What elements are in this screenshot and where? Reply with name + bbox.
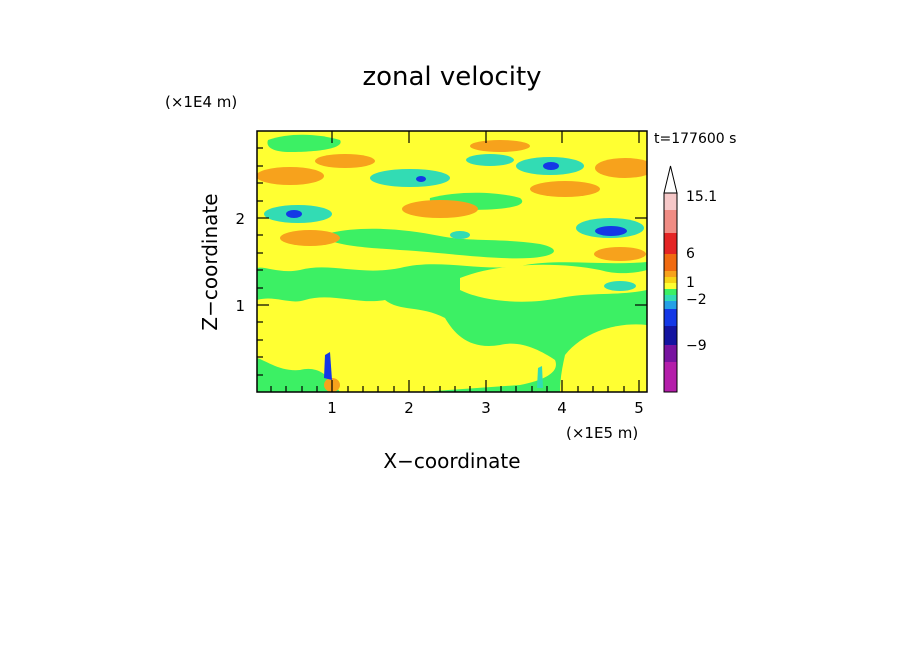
colorbar-segment [664, 283, 677, 289]
colorbar-segment [664, 210, 677, 233]
colorbar-segment [664, 271, 677, 277]
colorbar-segment [664, 345, 677, 362]
colorbar-segments [664, 193, 677, 392]
field-orange-2 [315, 154, 375, 168]
field-cyan-5 [466, 154, 514, 166]
y-axis [257, 147, 647, 376]
colorbar-label: 1 [686, 275, 695, 291]
field-orange-8 [470, 140, 530, 152]
contour-field [257, 131, 647, 392]
colorbar-segment [664, 295, 677, 301]
field-yellow-mid-right [460, 264, 647, 302]
colorbar-label: 6 [686, 246, 695, 262]
colorbar-overflow-triangle [663, 165, 678, 194]
x-tick-label: 2 [404, 399, 414, 417]
colorbar-segment [664, 289, 677, 295]
colorbar-segment [664, 233, 677, 254]
field-blue-2 [416, 176, 426, 182]
colorbar-segment [664, 362, 677, 392]
field-cyan-2 [370, 169, 450, 187]
colorbar-label: −2 [686, 292, 707, 308]
plot-frame [256, 130, 648, 393]
colorbar-segment [664, 193, 677, 210]
x-tick-label: 5 [634, 399, 644, 417]
field-yellow-lower-right [560, 324, 647, 392]
colorbar-label: −9 [686, 338, 707, 354]
field-surface-feature [324, 352, 332, 380]
colorbar-segment [664, 326, 677, 345]
x-tick-label: 4 [557, 399, 567, 417]
field-orange-1 [257, 167, 324, 185]
chart-title: zonal velocity [362, 62, 541, 92]
field-orange-7 [280, 230, 340, 246]
y-axis-label: Z−coordinate [198, 193, 222, 330]
field-blue-1 [286, 210, 302, 218]
time-label: t=177600 s [654, 131, 736, 147]
colorbar-segment [664, 277, 677, 283]
field-green-streak-1 [330, 228, 554, 259]
colorbar-frame [663, 192, 678, 393]
x-tick-labels: 1 2 3 4 5 [327, 399, 644, 417]
field-orange-4 [530, 181, 600, 197]
x-axis-label: X−coordinate [383, 449, 520, 473]
x-tick-label: 3 [481, 399, 491, 417]
field-surface-feature-2 [537, 366, 543, 388]
x-axis [270, 131, 640, 392]
colorbar-segment [664, 254, 677, 271]
field-orange-5 [595, 158, 647, 178]
y-tick-label: 2 [235, 210, 245, 228]
colorbar-segment [664, 301, 677, 309]
field-orange-3 [402, 200, 478, 218]
field-orange-6 [594, 247, 646, 261]
field-cyan-6 [604, 281, 636, 291]
field-blue-4 [595, 226, 627, 236]
field-yellow-lower-left [257, 297, 556, 392]
y-unit-label: (×1E4 m) [165, 93, 237, 111]
colorbar-segment [664, 309, 677, 326]
x-unit-label: (×1E5 m) [566, 424, 638, 442]
colorbar: 15.1 6 1 −2 −9 [663, 165, 717, 393]
field-blue-3 [543, 162, 559, 170]
x-tick-label: 1 [327, 399, 337, 417]
y-tick-label: 1 [235, 297, 245, 315]
field-green-streak-2 [267, 134, 341, 152]
colorbar-label: 15.1 [686, 189, 717, 205]
field-cyan-7 [450, 231, 470, 239]
